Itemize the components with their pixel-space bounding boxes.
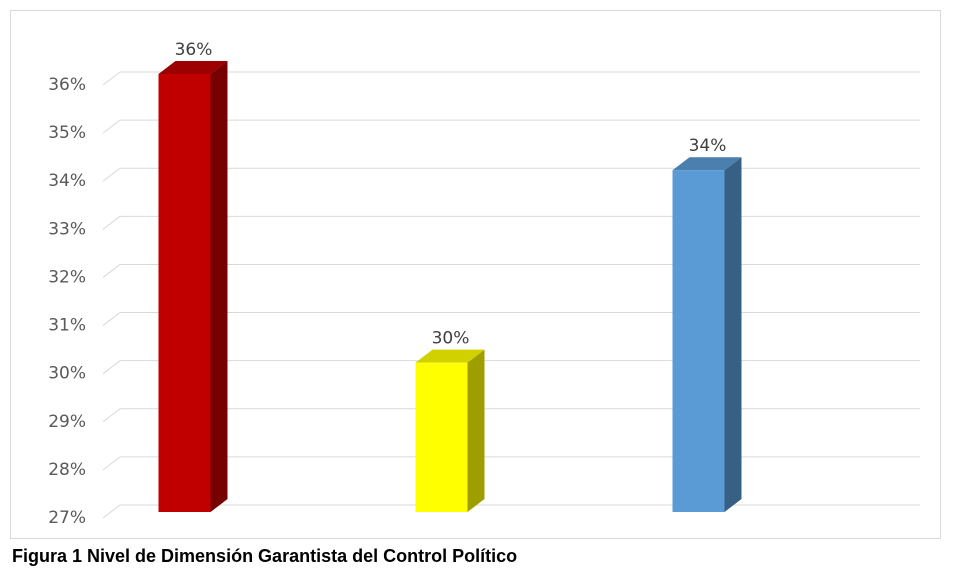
grid-line bbox=[102, 215, 121, 230]
grid-line bbox=[102, 119, 121, 134]
y-tick-label: 28% bbox=[48, 460, 86, 480]
chart-title: Figura 1 Nivel de Dimensión Garantista d… bbox=[12, 546, 517, 566]
bar-top-shade bbox=[158, 61, 228, 74]
y-tick-label: 36% bbox=[48, 75, 86, 95]
bar-side-shade bbox=[210, 61, 228, 512]
bar bbox=[415, 362, 468, 512]
bar-top-shade bbox=[415, 349, 485, 363]
grid-line bbox=[102, 360, 121, 375]
grid-line bbox=[102, 167, 121, 182]
grid-line bbox=[102, 408, 121, 423]
bar-top bbox=[415, 349, 485, 363]
grid-line bbox=[102, 312, 121, 326]
y-tick-label: 32% bbox=[48, 267, 86, 287]
bar-side bbox=[467, 349, 485, 512]
bar-side bbox=[210, 61, 228, 512]
y-tick-label: 30% bbox=[48, 364, 86, 384]
y-tick-label: 33% bbox=[48, 219, 86, 239]
y-tick-label: 34% bbox=[48, 171, 86, 191]
value-label: 34% bbox=[689, 136, 727, 156]
y-tick-label: 29% bbox=[48, 412, 86, 432]
y-tick-label: 27% bbox=[48, 508, 86, 528]
grid-line bbox=[102, 456, 121, 471]
grid-line bbox=[102, 71, 121, 86]
bar-side bbox=[724, 157, 742, 512]
grid-line bbox=[102, 264, 121, 278]
bar-top bbox=[672, 157, 742, 171]
bar-side-shade bbox=[724, 157, 742, 512]
grid-line bbox=[102, 504, 121, 519]
y-tick-label: 31% bbox=[48, 316, 86, 336]
value-label: 30% bbox=[432, 329, 470, 349]
value-label: 36% bbox=[175, 40, 213, 60]
bar bbox=[158, 74, 211, 512]
bar bbox=[672, 170, 725, 512]
bar-top-shade bbox=[672, 157, 742, 171]
y-tick-label: 35% bbox=[48, 123, 86, 143]
bar-top bbox=[158, 61, 228, 74]
bar-side-shade bbox=[467, 349, 485, 512]
